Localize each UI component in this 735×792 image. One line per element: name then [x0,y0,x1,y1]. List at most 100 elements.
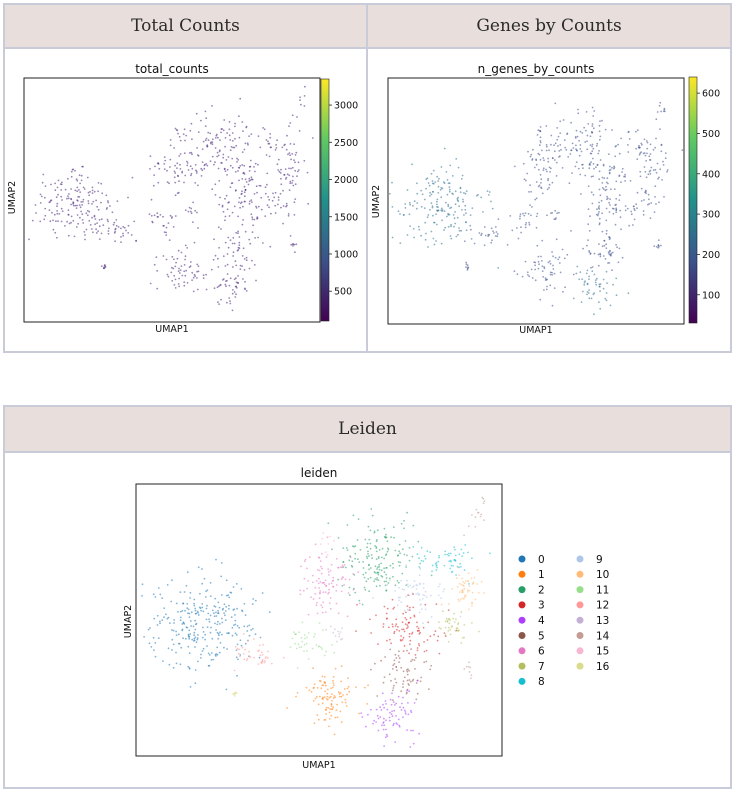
genes-by-counts-point [595,283,598,286]
leiden-point [406,627,408,630]
total-counts-point [162,255,165,257]
genes-by-counts-point [636,207,638,210]
total-counts-point [220,228,222,230]
leiden-point [329,597,332,599]
genes-by-counts-point [585,129,587,132]
leiden-point [479,515,482,518]
leiden-point [411,631,414,634]
leiden-point [406,649,408,652]
total-counts-point [219,284,221,287]
leiden-point [224,614,226,617]
leiden-point [422,582,425,585]
leiden-point [403,630,406,633]
genes-by-counts-point [543,267,546,270]
genes-by-counts-point [404,207,407,209]
leiden-point [189,633,192,635]
genes-by-counts-point [486,190,489,193]
leiden-point [383,571,386,574]
leiden-point [201,568,203,570]
genes-by-counts-point [511,229,514,232]
leiden-point [331,686,334,689]
leiden-point [416,647,419,649]
leiden-point [389,711,391,714]
leiden-point [328,711,331,714]
leiden-point [205,590,208,593]
total-counts-point [178,155,181,157]
genes-by-counts-point [577,112,580,115]
leiden-point [413,659,416,661]
genes-by-counts-point [578,139,580,142]
leiden-point [243,625,246,628]
total-counts-point [207,131,210,134]
total-counts-point [222,129,225,132]
total-counts-point [242,205,244,208]
total-counts-point [287,214,290,217]
total-counts-point [229,277,232,280]
genes-by-counts-point [433,221,435,224]
total-counts-point [108,227,110,230]
total-counts-point [257,236,259,239]
total-counts-point [196,211,198,214]
leiden-point [219,631,221,634]
leiden-point [471,602,473,604]
genes-by-counts-point [562,119,565,121]
genes-by-counts-point [555,238,558,241]
total-counts-point [70,175,73,178]
total-counts-point [190,207,193,210]
genes-by-counts-point [463,214,465,216]
leiden-point [369,567,372,569]
leiden-point [226,632,229,635]
leiden-point [403,609,406,612]
genes-by-counts-point [550,134,553,137]
total-counts-point [289,235,292,237]
total-counts-point [262,127,264,129]
genes-by-counts-point [556,138,559,141]
leiden-point [356,539,359,541]
leiden-point [235,656,238,659]
panel-header-total-counts: Total Counts [5,5,366,49]
total-counts-point [66,197,68,200]
total-counts-point [237,246,240,249]
leiden-point [328,583,330,585]
leiden-point [322,532,325,534]
leiden-point [396,580,399,582]
leiden-point [383,557,385,560]
genes-by-counts-point [639,152,642,155]
leiden-point [367,525,370,528]
genes-by-counts-point [548,149,550,152]
leiden-point [293,631,295,633]
leiden-point [358,599,361,602]
leiden-point [422,622,424,625]
leiden-point [398,630,401,632]
leiden-point [438,621,440,623]
total-counts-point [61,210,64,213]
leiden-point [332,675,335,678]
leiden-point [312,667,314,670]
genes-by-counts-point [627,144,629,146]
genes-by-counts-point [609,165,611,168]
genes-by-counts-point [458,229,461,232]
leiden-point [267,657,269,659]
leiden-point [464,580,467,582]
leiden-point [381,724,383,727]
genes-by-counts-point [660,110,662,113]
leiden-point [406,583,409,586]
leiden-point [340,695,343,698]
total-counts-point [204,139,207,142]
genes-by-counts-point [636,191,639,194]
total-counts-point [214,161,216,164]
genes-by-counts-point [535,163,538,166]
total-counts-point [226,301,228,304]
leiden-point [401,548,404,551]
genes-by-counts-point [620,137,622,140]
genes-by-counts-point [528,191,530,193]
leiden-point [443,588,446,591]
leiden-point [289,646,292,649]
genes-by-counts-point [424,221,427,224]
genes-by-counts-point [592,175,594,178]
total-counts-point [248,135,251,138]
leiden-point [431,564,434,567]
total-counts-point [224,137,227,139]
genes-by-counts-point [561,248,564,251]
genes-by-counts-point [524,212,527,215]
